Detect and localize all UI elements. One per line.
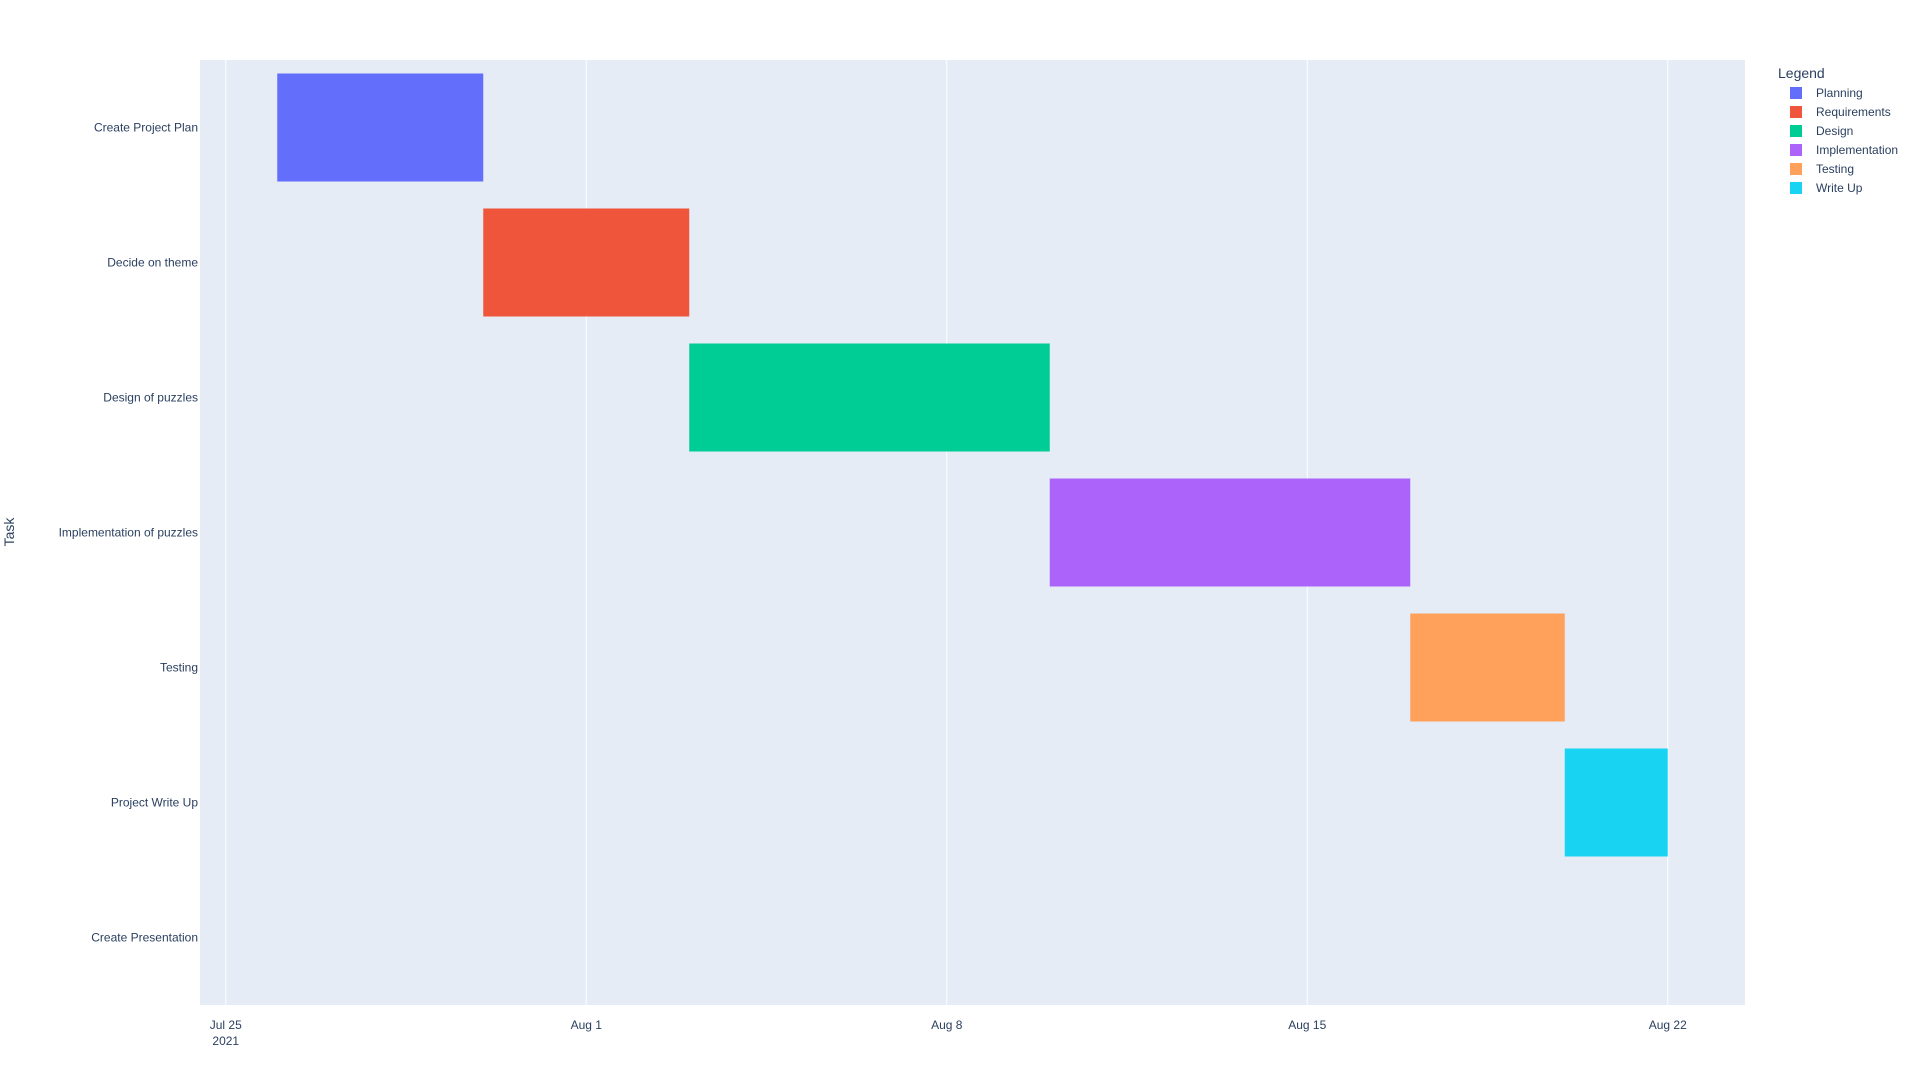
legend-swatch[interactable] (1790, 87, 1802, 99)
x-tick-sublabel: 2021 (212, 1034, 239, 1048)
x-tick-label: Aug 15 (1288, 1018, 1326, 1032)
legend: Legend Planning Requirements Design Impleme… (1778, 65, 1898, 195)
legend-label[interactable]: Write Up (1816, 181, 1863, 195)
y-tick-label: Design of puzzles (103, 391, 198, 405)
legend-swatch[interactable] (1790, 125, 1802, 137)
x-tick-label: Aug 1 (571, 1018, 603, 1032)
task-bar (277, 73, 484, 182)
legend-swatch[interactable] (1790, 144, 1802, 156)
task-bar (1564, 748, 1668, 857)
y-tick-label: Testing (160, 661, 198, 675)
x-axis-ticks: Jul 25 2021 Aug 1 Aug 8 Aug 15 Aug 22 (210, 1018, 1687, 1048)
y-tick-label: Implementation of puzzles (59, 526, 198, 540)
y-axis-ticks: Create Project Plan Decide on theme Design… (59, 121, 199, 945)
plot-area (200, 60, 1745, 1005)
task-bar (1410, 613, 1565, 722)
task-bar (689, 343, 1050, 452)
legend-label[interactable]: Design (1816, 124, 1853, 138)
x-tick-label: Jul 25 (210, 1018, 242, 1032)
y-tick-label: Decide on theme (107, 256, 198, 270)
y-tick-label: Create Presentation (91, 931, 198, 945)
y-tick-label: Create Project Plan (94, 121, 198, 135)
legend-label[interactable]: Requirements (1816, 105, 1891, 119)
legend-label[interactable]: Implementation (1816, 143, 1898, 157)
legend-title: Legend (1778, 65, 1825, 81)
legend-label[interactable]: Testing (1816, 162, 1854, 176)
y-tick-label: Project Write Up (111, 796, 198, 810)
legend-label[interactable]: Planning (1816, 86, 1863, 100)
legend-swatch[interactable] (1790, 106, 1802, 118)
legend-swatch[interactable] (1790, 182, 1802, 194)
legend-swatch[interactable] (1790, 163, 1802, 175)
x-tick-label: Aug 22 (1649, 1018, 1687, 1032)
task-bar (1049, 478, 1411, 587)
task-bar (483, 208, 690, 317)
y-axis-title: Task (1, 517, 17, 547)
x-tick-label: Aug 8 (931, 1018, 963, 1032)
task-bars (277, 73, 1668, 857)
